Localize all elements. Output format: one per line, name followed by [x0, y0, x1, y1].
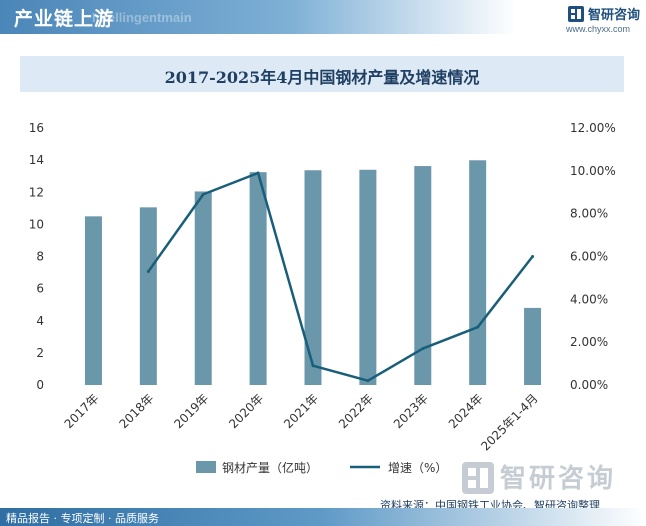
bar: [359, 169, 377, 385]
line-point: [476, 325, 480, 329]
footer-tagline: 精品报告 · 专项定制 · 品质服务: [6, 512, 159, 525]
left-tick-label: 10: [29, 217, 44, 231]
left-tick-label: 6: [36, 282, 44, 296]
right-tick-label: 12.00%: [570, 121, 616, 135]
section-title: 产业链上游: [14, 8, 115, 30]
footer-watermark: 智研咨询: [500, 464, 617, 494]
right-tick-label: 4.00%: [570, 292, 608, 306]
left-tick-label: 0: [36, 378, 44, 392]
legend-swatch-bar: [196, 461, 216, 473]
x-tick-label: 2024年: [446, 391, 486, 431]
x-tick-label: 2017年: [62, 391, 102, 431]
bar: [304, 170, 322, 385]
line-point: [366, 379, 370, 383]
x-axis: 2017年 2018年 2019年 2020年 2021年 2022年 2023年 2024年…: [62, 391, 541, 453]
bar: [194, 191, 212, 385]
brand-name: 智研咨询: [588, 8, 641, 23]
legend-label-line: 增速（%）: [388, 461, 447, 475]
left-tick-label: 4: [36, 314, 44, 328]
right-tick-label: 0.00%: [570, 378, 608, 392]
bar-series: [84, 160, 542, 385]
header-watermark: Intellingentmain: [92, 10, 192, 25]
left-tick-label: 16: [29, 121, 44, 135]
chart-title: 2017-2025年4月中国钢材产量及增速情况: [164, 68, 480, 87]
right-tick-label: 10.00%: [570, 164, 616, 178]
footer-bar: [0, 508, 646, 526]
x-tick-label: 2020年: [226, 391, 266, 431]
x-tick-label: 2019年: [171, 391, 211, 431]
right-tick-label: 6.00%: [570, 250, 608, 264]
bar: [469, 160, 487, 385]
bar: [84, 216, 102, 385]
left-tick-label: 12: [29, 185, 44, 199]
watermark-logo-icon: [462, 462, 494, 494]
line-point: [256, 171, 260, 175]
bar: [524, 307, 542, 385]
x-tick-label: 2018年: [116, 391, 156, 431]
chart-title-box: 2017-2025年4月中国钢材产量及增速情况: [20, 56, 624, 92]
left-tick-label: 14: [29, 153, 44, 167]
line-series-layer: [146, 171, 535, 383]
legend: 钢材产量（亿吨） 增速（%）: [196, 460, 447, 475]
x-tick-label: 2023年: [391, 391, 431, 431]
left-tick-label: 8: [36, 250, 44, 264]
bar: [414, 166, 432, 385]
bar: [249, 172, 267, 385]
line-point: [201, 192, 205, 196]
growth-line: [147, 171, 534, 382]
bar: [139, 207, 157, 385]
line-point: [531, 255, 535, 258]
legend-label-bar: 钢材产量（亿吨）: [222, 460, 318, 475]
brand-logo-icon: [568, 6, 584, 22]
line-point: [421, 347, 425, 351]
line-point: [311, 364, 315, 368]
x-tick-label: 2025年1-4月: [478, 391, 540, 453]
brand-url: www.chyxx.com: [566, 24, 631, 34]
left-axis: 0 2 4 6 8 10 12 14 16: [29, 121, 44, 392]
right-axis: 0.00% 2.00% 4.00% 6.00% 8.00% 10.00% 12.00%: [570, 121, 616, 392]
x-tick-label: 2022年: [336, 391, 376, 431]
header-bar: [0, 0, 646, 34]
x-tick-label: 2021年: [281, 391, 321, 431]
right-tick-label: 8.00%: [570, 207, 608, 221]
line-point: [146, 269, 150, 273]
right-tick-label: 2.00%: [570, 335, 608, 349]
left-tick-label: 2: [36, 346, 44, 360]
